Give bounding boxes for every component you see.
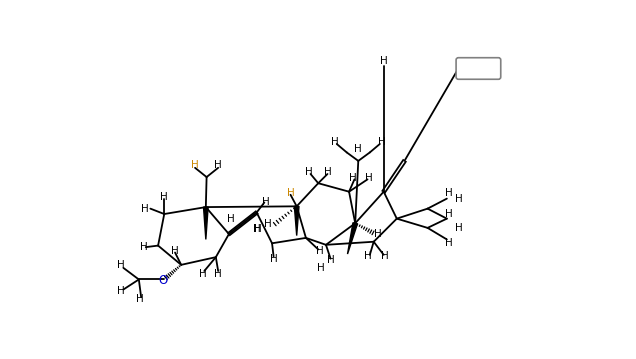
Text: H: H [364,251,372,261]
Text: H: H [455,223,462,233]
Text: H: H [171,246,179,256]
Text: H: H [141,242,148,252]
Text: H: H [160,192,168,202]
Text: H: H [317,263,325,273]
Text: H: H [349,173,357,183]
Text: H: H [252,224,261,234]
Text: H: H [199,269,207,279]
FancyBboxPatch shape [456,58,501,79]
Text: H: H [270,254,277,264]
Text: H: H [382,251,389,261]
Text: H: H [287,188,294,198]
Text: H: H [445,238,452,248]
Text: H: H [226,214,234,224]
Text: H: H [354,144,362,154]
Polygon shape [204,207,208,239]
Text: H: H [141,204,149,214]
Polygon shape [347,223,357,254]
Text: H: H [262,197,270,208]
Text: H: H [380,56,387,66]
Text: H: H [324,167,331,177]
Text: H: H [254,224,262,234]
Text: H: H [445,209,452,219]
Polygon shape [294,206,299,236]
Text: H: H [365,173,373,183]
Text: H: H [375,229,382,239]
Text: H: H [117,260,125,270]
Text: Abs: Abs [468,64,488,74]
Text: O: O [159,274,168,287]
Text: H: H [455,194,462,204]
Text: H: H [316,246,324,256]
Text: H: H [263,219,272,229]
Text: H: H [328,255,335,265]
Text: H: H [305,167,313,177]
Text: H: H [378,137,385,146]
Text: H: H [445,188,452,198]
Text: H: H [117,286,125,296]
Text: H: H [191,160,199,170]
Text: H: H [331,137,339,146]
Text: H: H [135,294,144,304]
Text: H: H [214,160,222,170]
Text: H: H [214,269,222,279]
